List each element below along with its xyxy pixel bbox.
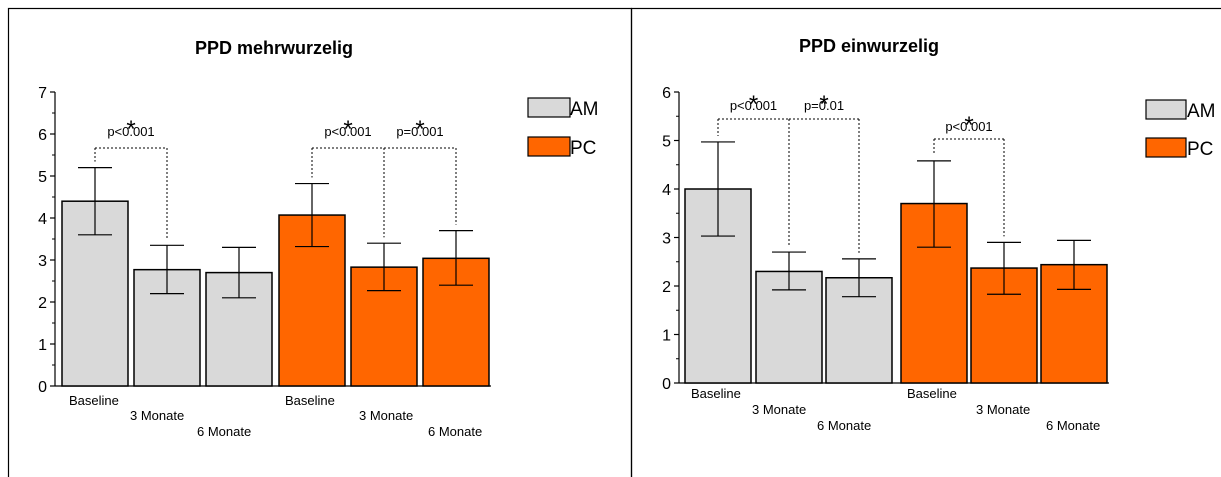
legend-swatch-pc-right: [1145, 137, 1187, 158]
y-tick-label: 6: [662, 85, 671, 102]
y-tick-label: 2: [38, 295, 47, 312]
x-category-label: 3 Monate: [976, 402, 1030, 417]
x-category-label: Baseline: [69, 393, 119, 408]
panel-frame-right: [630, 7, 1221, 477]
y-tick-label: 0: [662, 376, 671, 393]
plot-area-left: 0 1 2 3 4 5 6 7 Baseline 3 Monate 6 Monate Baseline…: [38, 85, 491, 439]
y-tick-label: 1: [38, 337, 47, 354]
y-tick-label: 0: [38, 379, 47, 396]
p-value-label: p<0.001: [324, 124, 371, 139]
chart-title-right: PPD einwurzelig: [799, 36, 939, 56]
significance-star: *: [819, 91, 828, 118]
significance-star: *: [749, 91, 758, 118]
y-tick-label: 4: [662, 182, 671, 199]
legend-left: AM PC: [527, 97, 599, 159]
significance-star: *: [964, 112, 973, 139]
x-category-label: Baseline: [285, 393, 335, 408]
legend-label-am-left: AM: [570, 99, 599, 120]
p-value-label: p<0.001: [730, 98, 777, 113]
legend-swatch-am-left: [527, 97, 571, 118]
x-category-label: Baseline: [691, 386, 741, 401]
x-category-label: 6 Monate: [817, 418, 871, 433]
x-category-label: Baseline: [907, 386, 957, 401]
legend-swatch-am-right: [1145, 99, 1187, 120]
legend-swatch-pc-left: [527, 136, 571, 157]
p-value-label: p<0.001: [107, 124, 154, 139]
y-tick-label: 3: [662, 231, 671, 248]
y-tick-label: 3: [38, 253, 47, 270]
y-tick-label: 5: [38, 169, 47, 186]
legend-label-pc-left: PC: [570, 138, 596, 159]
y-tick-label: 2: [662, 279, 671, 296]
significance-star: *: [415, 116, 424, 143]
significance-star: *: [343, 116, 352, 143]
y-tick-label: 5: [662, 134, 671, 151]
chart-title-left: PPD mehrwurzelig: [195, 38, 353, 58]
x-category-label: 3 Monate: [752, 402, 806, 417]
plot-area-right: 0 1 2 3 4 5 6 Baseline 3 Monate 6 Monate Baseline 3…: [662, 85, 1109, 433]
p-value-label: p<0.001: [945, 119, 992, 134]
x-category-label: 3 Monate: [130, 408, 184, 423]
p-value-label: p=0.001: [396, 124, 443, 139]
y-tick-label: 6: [38, 127, 47, 144]
p-value-label: p=0.01: [804, 98, 844, 113]
bar-pc: [900, 202, 968, 384]
significance-star: *: [126, 116, 135, 143]
x-category-label: 3 Monate: [359, 408, 413, 423]
y-tick-label: 4: [38, 211, 47, 228]
bar-am: [61, 200, 129, 387]
legend-label-pc-right: PC: [1187, 139, 1213, 160]
legend-label-am-right: AM: [1187, 101, 1216, 122]
y-tick-label: 7: [38, 85, 47, 102]
x-category-label: 6 Monate: [197, 424, 251, 439]
x-category-label: 6 Monate: [428, 424, 482, 439]
legend-right: AM PC: [1145, 99, 1216, 160]
x-category-label: 6 Monate: [1046, 418, 1100, 433]
y-tick-label: 1: [662, 328, 671, 345]
